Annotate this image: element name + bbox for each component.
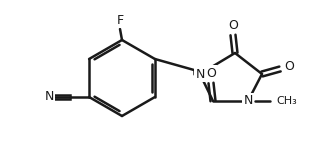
Text: O: O: [284, 60, 294, 72]
Text: N: N: [195, 67, 205, 80]
Text: N: N: [243, 95, 253, 108]
Text: CH₃: CH₃: [276, 96, 297, 106]
Text: N: N: [44, 90, 54, 104]
Text: F: F: [117, 14, 124, 27]
Text: O: O: [228, 19, 238, 32]
Text: O: O: [206, 66, 216, 80]
